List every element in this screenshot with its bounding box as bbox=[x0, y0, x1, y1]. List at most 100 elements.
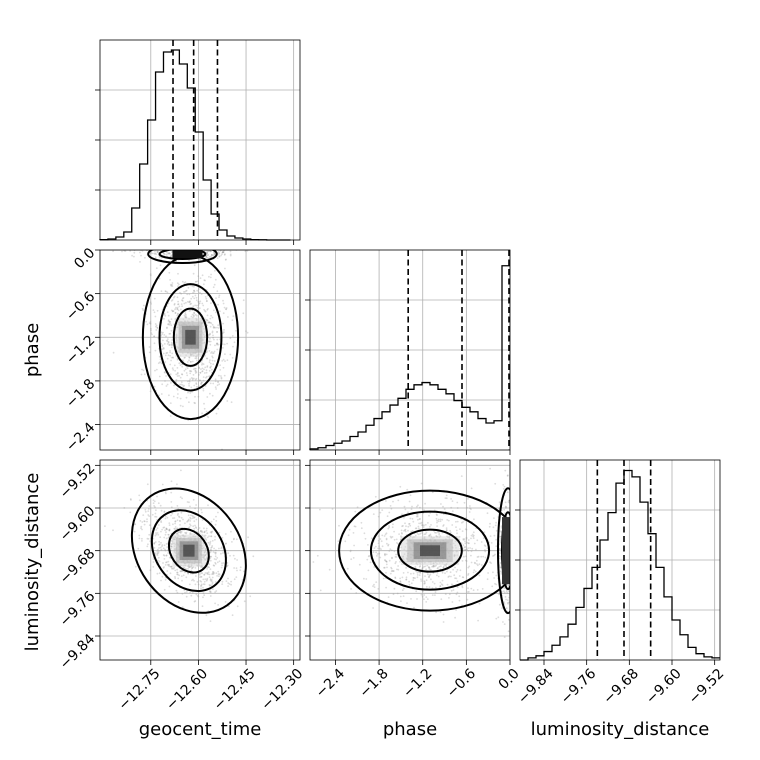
sample-point bbox=[425, 568, 427, 571]
sample-point bbox=[155, 532, 157, 534]
sample-point bbox=[349, 550, 352, 553]
sample-point bbox=[197, 528, 200, 531]
sample-point bbox=[165, 339, 168, 342]
sample-point bbox=[202, 578, 205, 581]
sample-point bbox=[194, 402, 197, 405]
sample-point bbox=[183, 567, 186, 569]
sample-point bbox=[174, 380, 177, 383]
sample-point bbox=[158, 544, 160, 546]
sample-point bbox=[387, 543, 390, 546]
sample-point bbox=[404, 508, 407, 511]
sample-point bbox=[163, 588, 166, 591]
sample-point bbox=[179, 383, 182, 386]
sample-point bbox=[213, 572, 215, 574]
sample-point bbox=[403, 516, 405, 519]
sample-point bbox=[163, 511, 166, 513]
sample-point bbox=[217, 570, 220, 573]
sample-point bbox=[210, 314, 213, 317]
scatter-panel-phase-vs-luminosity_distance bbox=[305, 459, 511, 665]
sample-point bbox=[165, 528, 168, 530]
sample-point bbox=[172, 356, 175, 359]
sample-point bbox=[169, 544, 172, 547]
sample-point bbox=[205, 559, 208, 562]
sample-point bbox=[499, 562, 502, 564]
sample-point bbox=[440, 565, 442, 567]
sample-point bbox=[499, 539, 502, 542]
sample-point bbox=[191, 566, 194, 569]
sample-point bbox=[178, 574, 181, 577]
sample-point bbox=[500, 535, 502, 538]
sample-point bbox=[169, 354, 172, 357]
histogram-phase bbox=[309, 265, 510, 450]
sample-point bbox=[402, 525, 404, 527]
sample-point bbox=[415, 590, 418, 593]
sample-point bbox=[162, 347, 165, 350]
sample-point bbox=[214, 523, 217, 526]
sample-point bbox=[448, 593, 451, 596]
sample-point bbox=[166, 357, 169, 360]
sample-point bbox=[162, 347, 165, 349]
sample-point bbox=[437, 520, 440, 523]
sample-point bbox=[208, 321, 210, 323]
scatter-2-frame bbox=[309, 459, 511, 661]
sample-point bbox=[203, 372, 206, 374]
sample-point bbox=[210, 549, 213, 552]
sample-point bbox=[225, 580, 228, 582]
sample-point bbox=[161, 545, 163, 548]
sample-point bbox=[153, 342, 156, 345]
sample-point bbox=[432, 565, 435, 567]
sample-point bbox=[211, 351, 213, 353]
sample-point bbox=[229, 353, 232, 356]
sample-point bbox=[158, 277, 161, 280]
sample-point bbox=[144, 510, 147, 513]
sample-point bbox=[192, 525, 195, 528]
sample-point bbox=[354, 525, 357, 528]
sample-point bbox=[207, 541, 210, 544]
sample-point bbox=[176, 527, 179, 530]
sample-point bbox=[484, 545, 487, 548]
sample-point bbox=[198, 573, 201, 576]
sample-point bbox=[170, 300, 173, 302]
sample-point bbox=[205, 369, 208, 372]
sample-point bbox=[142, 304, 145, 307]
sample-point bbox=[168, 394, 170, 397]
sample-point bbox=[155, 253, 158, 256]
sample-point bbox=[232, 554, 235, 557]
sample-point bbox=[214, 386, 217, 389]
sample-point bbox=[444, 572, 446, 575]
sample-point bbox=[169, 373, 172, 376]
sample-point bbox=[234, 557, 236, 560]
scatter-panel-geocent_time-vs-phase bbox=[95, 249, 301, 455]
sample-point bbox=[439, 520, 442, 523]
sample-point bbox=[131, 254, 134, 257]
sample-point bbox=[246, 250, 249, 252]
sample-point bbox=[191, 533, 193, 535]
sample-point bbox=[482, 537, 485, 540]
sample-point bbox=[221, 583, 224, 585]
sample-point bbox=[245, 330, 247, 332]
sample-point bbox=[210, 532, 213, 534]
sample-point bbox=[200, 368, 202, 370]
sample-point bbox=[206, 365, 209, 367]
sample-point bbox=[435, 517, 438, 520]
sample-point bbox=[203, 531, 206, 534]
sample-point bbox=[168, 528, 171, 531]
sample-point bbox=[207, 416, 210, 419]
sample-point bbox=[346, 567, 349, 570]
sample-point bbox=[222, 549, 225, 552]
sample-point bbox=[176, 282, 179, 285]
sample-point bbox=[226, 400, 229, 402]
sample-point bbox=[467, 550, 470, 552]
sample-point bbox=[202, 376, 205, 378]
sample-point bbox=[394, 577, 397, 580]
sample-point bbox=[165, 375, 168, 377]
sample-point bbox=[434, 591, 437, 593]
sample-point bbox=[384, 559, 387, 562]
sample-point bbox=[395, 553, 397, 556]
sample-point bbox=[189, 520, 192, 522]
sample-point bbox=[195, 377, 198, 380]
sample-point bbox=[456, 580, 459, 583]
sample-point bbox=[140, 525, 143, 528]
sample-point bbox=[218, 547, 220, 550]
sample-point bbox=[206, 568, 209, 570]
